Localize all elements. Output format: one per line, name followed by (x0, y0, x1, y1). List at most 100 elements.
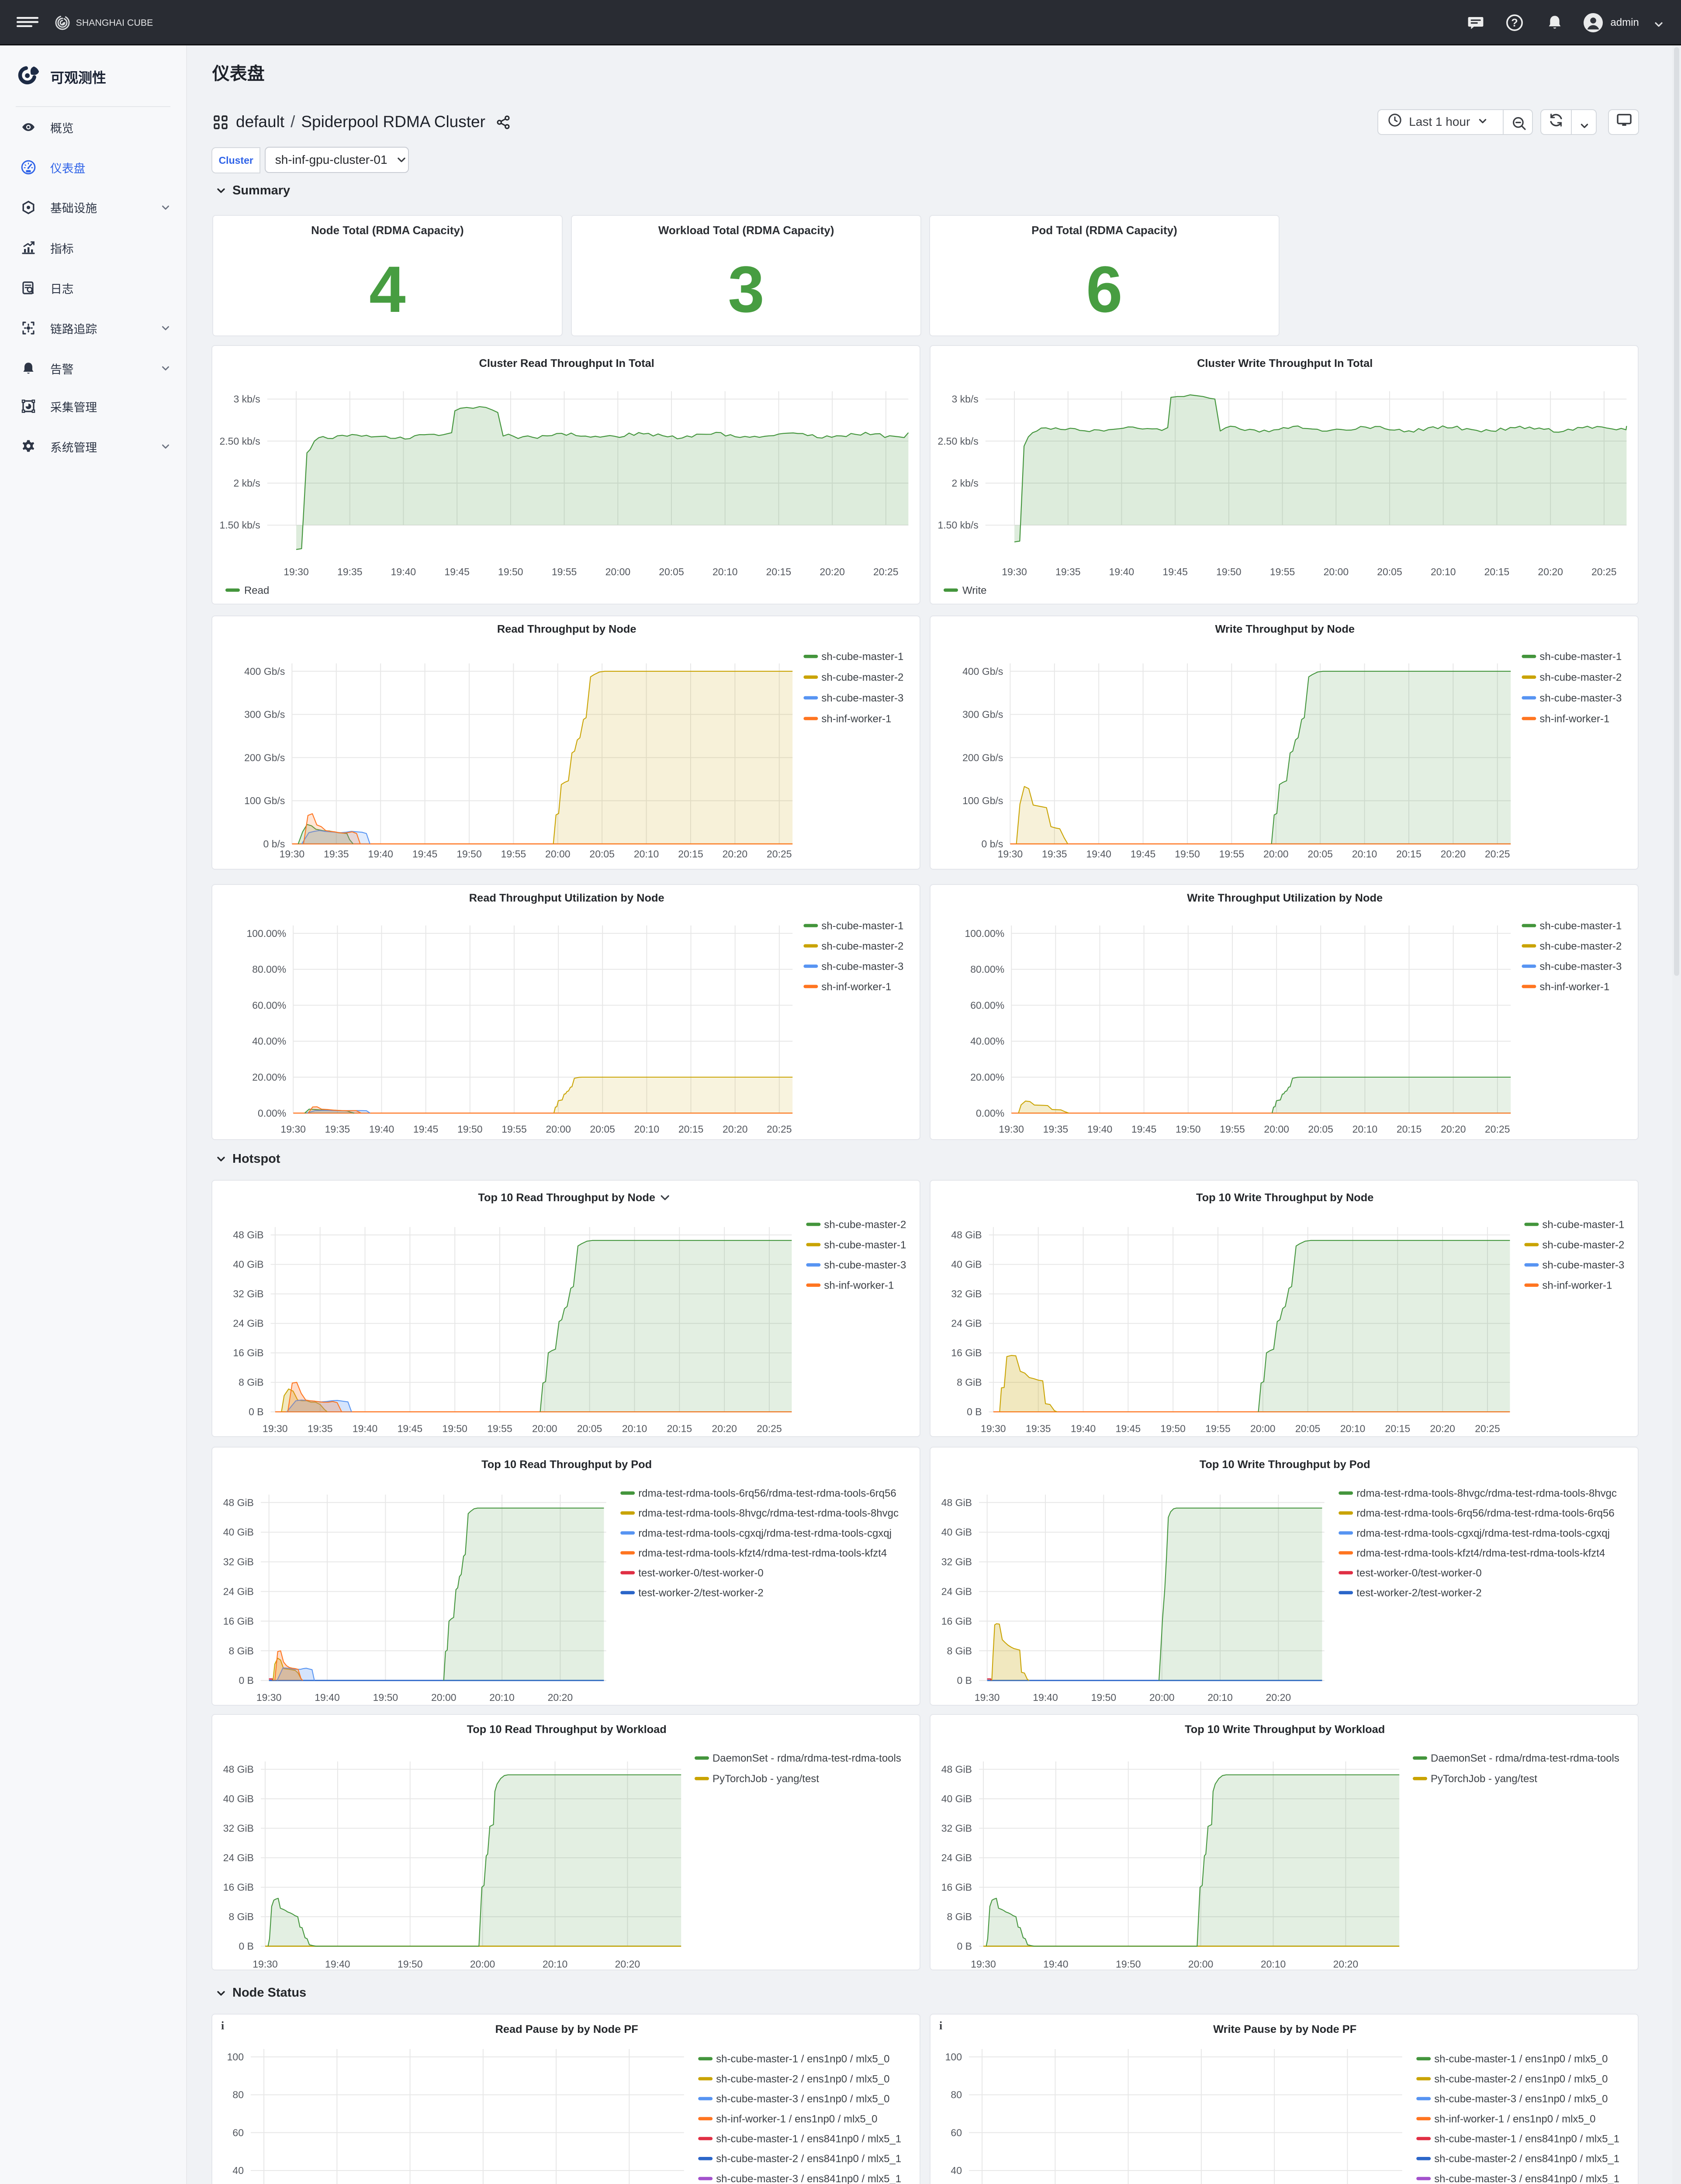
svg-text:19:50: 19:50 (1161, 1423, 1186, 1434)
svg-text:20:15: 20:15 (766, 566, 792, 577)
svg-text:19:45: 19:45 (413, 1123, 439, 1135)
svg-text:19:50: 19:50 (1176, 1123, 1201, 1135)
svg-text:20:05: 20:05 (590, 848, 615, 860)
svg-text:sh-cube-master-2 / ens841np0 /: sh-cube-master-2 / ens841np0 / mlx5_1 (716, 2153, 902, 2165)
svg-text:19:35: 19:35 (1042, 848, 1067, 860)
svg-text:40 GiB: 40 GiB (223, 1527, 254, 1538)
svg-text:24 GiB: 24 GiB (941, 1586, 972, 1597)
svg-text:19:50: 19:50 (443, 1423, 468, 1434)
svg-text:20:00: 20:00 (1149, 1692, 1175, 1703)
svg-text:24 GiB: 24 GiB (941, 1852, 972, 1863)
svg-text:DaemonSet - rdma/rdma-test-rdm: DaemonSet - rdma/rdma-test-rdma-tools (713, 1752, 901, 1764)
svg-text:19:45: 19:45 (412, 848, 438, 860)
svg-text:sh-cube-master-2: sh-cube-master-2 (824, 1219, 906, 1230)
svg-text:20:10: 20:10 (490, 1692, 515, 1703)
svg-text:20.00%: 20.00% (970, 1071, 1004, 1083)
svg-text:40: 40 (951, 2165, 962, 2176)
svg-text:40 GiB: 40 GiB (951, 1259, 982, 1270)
svg-text:20:20: 20:20 (1441, 848, 1466, 860)
svg-text:DaemonSet - rdma/rdma-test-rdm: DaemonSet - rdma/rdma-test-rdma-tools (1431, 1752, 1619, 1764)
svg-text:20:00: 20:00 (1250, 1423, 1276, 1434)
svg-text:19:30: 19:30 (999, 1123, 1024, 1135)
svg-text:100: 100 (945, 2051, 962, 2063)
svg-text:8 GiB: 8 GiB (947, 1645, 972, 1656)
svg-text:20:00: 20:00 (1264, 1123, 1290, 1135)
svg-text:48 GiB: 48 GiB (223, 1497, 254, 1508)
svg-text:19:50: 19:50 (457, 1123, 483, 1135)
svg-text:20:20: 20:20 (1441, 1123, 1466, 1135)
svg-text:40 GiB: 40 GiB (941, 1793, 972, 1804)
svg-text:20:00: 20:00 (545, 848, 571, 860)
svg-text:19:30: 19:30 (263, 1423, 288, 1434)
svg-text:19:55: 19:55 (552, 566, 577, 577)
svg-text:test-worker-0/test-worker-0: test-worker-0/test-worker-0 (1356, 1567, 1482, 1579)
svg-text:0.00%: 0.00% (258, 1107, 286, 1119)
svg-text:0 B: 0 B (249, 1406, 264, 1417)
svg-text:40: 40 (233, 2165, 244, 2176)
svg-text:19:50: 19:50 (1091, 1692, 1117, 1703)
svg-text:3 kb/s: 3 kb/s (234, 393, 260, 404)
svg-text:0 b/s: 0 b/s (263, 838, 285, 850)
svg-text:19:45: 19:45 (445, 566, 470, 577)
svg-text:?: ? (1512, 17, 1518, 29)
svg-text:Cluster Read Throughput In Tot: Cluster Read Throughput In Total (479, 357, 654, 370)
svg-text:19:45: 19:45 (1131, 848, 1156, 860)
svg-text:19:30: 19:30 (1002, 566, 1027, 577)
svg-text:2 kb/s: 2 kb/s (234, 477, 260, 489)
svg-text:20:05: 20:05 (590, 1123, 616, 1135)
svg-text:400 Gb/s: 400 Gb/s (962, 666, 1003, 677)
svg-text:i: i (939, 2019, 942, 2032)
svg-text:20:20: 20:20 (820, 566, 845, 577)
svg-text:40.00%: 40.00% (252, 1036, 287, 1047)
svg-text:sh-cube-master-2 / ens1np0 / m: sh-cube-master-2 / ens1np0 / mlx5_0 (716, 2073, 890, 2085)
svg-text:19:50: 19:50 (373, 1692, 398, 1703)
svg-text:19:50: 19:50 (457, 848, 482, 860)
svg-text:19:30: 19:30 (981, 1423, 1006, 1434)
svg-text:20:25: 20:25 (1485, 1123, 1510, 1135)
svg-text:16 GiB: 16 GiB (223, 1881, 254, 1893)
svg-text:19:40: 19:40 (325, 1958, 350, 1970)
svg-text:sh-cube-master-3 / ens1np0 / m: sh-cube-master-3 / ens1np0 / mlx5_0 (1434, 2093, 1608, 2105)
svg-text:19:35: 19:35 (1055, 566, 1081, 577)
svg-text:19:55: 19:55 (1270, 566, 1295, 577)
svg-text:rdma-test-rdma-tools-8hvgc/rdm: rdma-test-rdma-tools-8hvgc/rdma-test-rdm… (639, 1507, 899, 1519)
svg-text:19:40: 19:40 (1071, 1423, 1096, 1434)
svg-text:20:20: 20:20 (712, 1423, 737, 1434)
svg-text:19:45: 19:45 (398, 1423, 423, 1434)
svg-text:i: i (221, 2019, 224, 2032)
svg-text:rdma-test-rdma-tools-8hvgc/rdm: rdma-test-rdma-tools-8hvgc/rdma-test-rdm… (1356, 1488, 1617, 1500)
svg-text:test-worker-0/test-worker-0: test-worker-0/test-worker-0 (639, 1567, 764, 1579)
svg-text:19:30: 19:30 (971, 1958, 996, 1970)
svg-text:test-worker-2/test-worker-2: test-worker-2/test-worker-2 (1356, 1587, 1482, 1599)
svg-text:19:40: 19:40 (315, 1692, 340, 1703)
svg-text:40 GiB: 40 GiB (941, 1527, 972, 1538)
svg-text:Read Throughput Utilization by: Read Throughput Utilization by Node (469, 892, 664, 904)
svg-text:20:15: 20:15 (678, 1123, 704, 1135)
svg-text:Top 10 Read Throughput by Pod: Top 10 Read Throughput by Pod (482, 1458, 652, 1471)
svg-text:Top 10 Read Throughput by Node: Top 10 Read Throughput by Node (478, 1192, 656, 1204)
svg-text:sh-inf-worker-1: sh-inf-worker-1 (1540, 713, 1610, 725)
svg-text:PyTorchJob - yang/test: PyTorchJob - yang/test (1431, 1773, 1537, 1785)
svg-text:sh-cube-master-1 / ens841np0 /: sh-cube-master-1 / ens841np0 / mlx5_1 (1434, 2133, 1619, 2145)
svg-text:8 GiB: 8 GiB (957, 1377, 982, 1388)
svg-text:19:50: 19:50 (498, 566, 523, 577)
svg-text:100.00%: 100.00% (247, 928, 287, 939)
svg-text:sh-inf-worker-1: sh-inf-worker-1 (1540, 981, 1610, 993)
svg-text:19:35: 19:35 (308, 1423, 333, 1434)
svg-text:24 GiB: 24 GiB (223, 1852, 254, 1863)
svg-text:sh-cube-master-1 / ens841np0 /: sh-cube-master-1 / ens841np0 / mlx5_1 (716, 2133, 902, 2145)
svg-text:20:15: 20:15 (1385, 1423, 1411, 1434)
svg-text:19:40: 19:40 (369, 1123, 394, 1135)
svg-text:60.00%: 60.00% (252, 1000, 287, 1011)
svg-text:20:10: 20:10 (713, 566, 738, 577)
svg-text:80: 80 (951, 2089, 962, 2101)
svg-text:19:50: 19:50 (398, 1958, 423, 1970)
svg-text:sh-cube-master-1: sh-cube-master-1 (1540, 651, 1622, 663)
svg-text:0 B: 0 B (239, 1675, 254, 1686)
svg-text:20:00: 20:00 (1324, 566, 1349, 577)
svg-text:sh-cube-master-2 / ens1np0 / m: sh-cube-master-2 / ens1np0 / mlx5_0 (1434, 2073, 1608, 2085)
svg-text:19:40: 19:40 (353, 1423, 378, 1434)
svg-text:0 b/s: 0 b/s (982, 838, 1003, 850)
svg-text:100 Gb/s: 100 Gb/s (962, 795, 1003, 807)
svg-text:20:05: 20:05 (577, 1423, 602, 1434)
